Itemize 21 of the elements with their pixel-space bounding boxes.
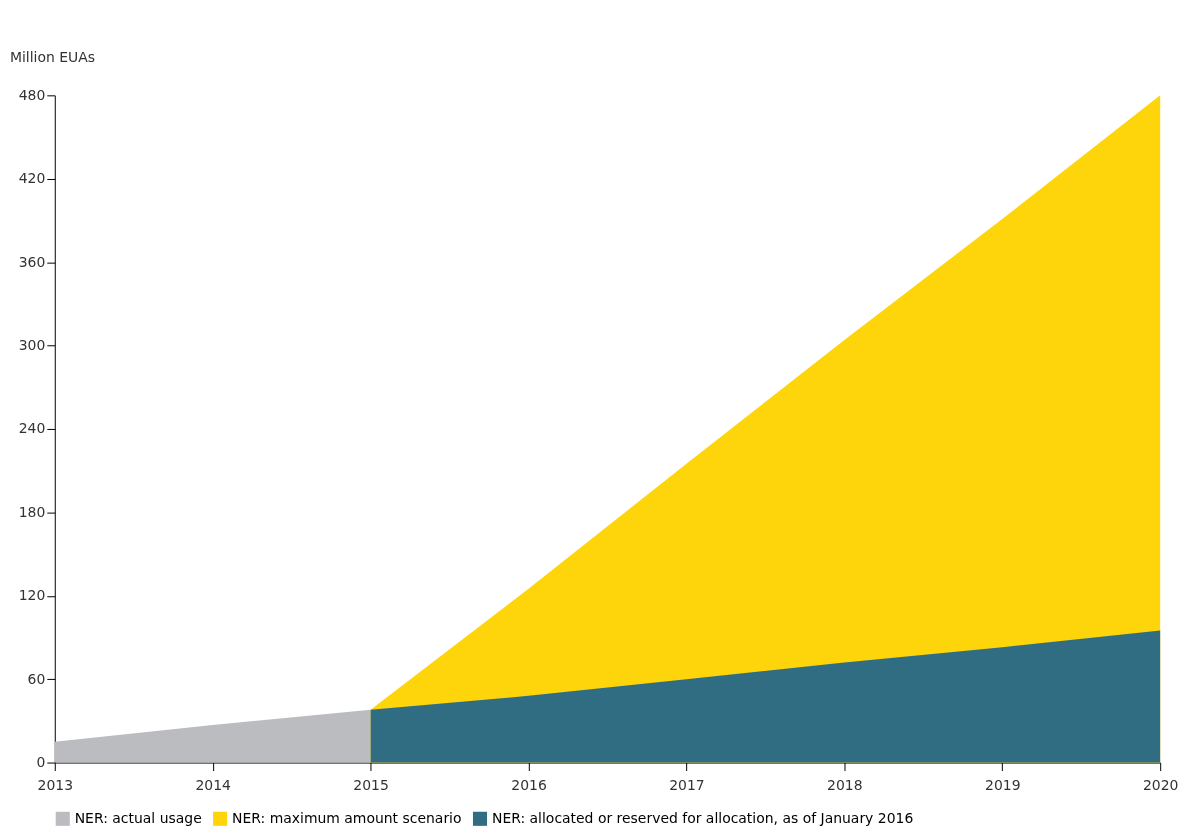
y-tick-label: 60 [27,670,46,687]
y-tick-label: 420 [18,170,46,187]
x-tick-label: 2014 [195,776,232,793]
y-tick-label: 300 [18,337,46,354]
y-axis-title: Million EUAs [9,49,96,66]
x-tick-label: 2019 [985,776,1021,793]
x-tick-label: 2013 [37,776,74,793]
legend-label: NER: actual usage [74,809,202,826]
y-tick-label: 120 [18,587,46,604]
legend-label: NER: allocated or reserved for allocation, as of January 2016 [491,809,914,826]
y-tick-label: 360 [18,253,46,270]
legend-label: NER: maximum amount scenario [232,809,462,826]
x-tick-label: 2015 [353,776,389,793]
y-tick-label: 240 [18,420,46,437]
x-tick-label: 2017 [669,776,705,793]
x-tick-label: 2020 [1142,776,1179,793]
x-tick-label: 2016 [511,776,547,793]
x-tick-label: 2018 [827,776,863,793]
y-tick-label: 180 [18,503,46,520]
y-tick-label: 480 [18,86,46,103]
y-tick-label: 0 [36,754,46,771]
